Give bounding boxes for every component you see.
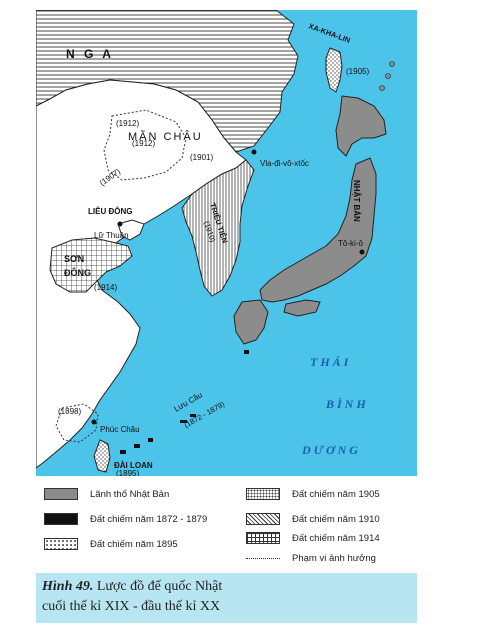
ryukyu-island-2 <box>134 444 140 448</box>
label-year-1912-a: (1912) <box>116 119 139 128</box>
legend-swatch-japan <box>44 488 78 500</box>
label-year-1898: (1898) <box>58 407 81 416</box>
legend-label-1914: Đất chiếm năm 1914 <box>292 532 380 544</box>
legend-swatch-1905 <box>246 488 280 500</box>
legend-item-japan: Lãnh thổ Nhật Bản <box>44 488 169 500</box>
label-year-1905: (1905) <box>346 67 369 76</box>
label-dai-loan: ĐÀI LOAN <box>114 461 153 470</box>
label-man-chau: MÃN CHÂU <box>128 130 203 143</box>
kuril-island-3 <box>379 85 385 91</box>
city-vladivostok <box>251 149 257 155</box>
label-year-1895: (1895) <box>116 469 139 476</box>
figure-caption: Hình 49. Lược đồ đế quốc Nhật cuối thế k… <box>36 573 417 623</box>
map-legend: Lãnh thổ Nhật Bản Đất chiếm năm 1872 - 1… <box>36 476 417 573</box>
label-vladivostok: Vla-đi-vô-xtốc <box>260 159 309 168</box>
taiwan-island <box>93 439 111 473</box>
caption-line-1: Hình 49. Lược đồ đế quốc Nhật <box>42 579 222 595</box>
influence-zone-manchuria <box>103 109 187 181</box>
legend-item-1910: Đất chiếm năm 1910 <box>246 513 380 525</box>
label-binh: B Ì N H <box>325 397 366 411</box>
ryukyu-island-6 <box>244 350 249 354</box>
caption-title-line-1: Lược đồ đế quốc Nhật <box>96 579 223 594</box>
sakhalin-south <box>325 47 343 93</box>
ryukyu-island-5 <box>190 414 196 417</box>
legend-swatch-1910 <box>246 513 280 525</box>
city-phuc-chau <box>91 419 97 425</box>
ryukyu-island-3 <box>148 438 153 442</box>
legend-item-1872: Đất chiếm năm 1872 - 1879 <box>44 513 207 525</box>
japan-shikoku <box>283 299 321 317</box>
kuril-island-1 <box>389 61 395 67</box>
legend-label-1905: Đất chiếm năm 1905 <box>292 488 380 500</box>
label-phuc-chau: Phúc Châu <box>100 425 140 434</box>
japan-kyushu <box>233 299 269 345</box>
legend-label-influence: Phạm vi ảnh hưởng <box>292 552 376 564</box>
legend-swatch-influence <box>246 552 280 564</box>
city-lu-thuan <box>117 221 123 227</box>
label-nga: N G A <box>66 47 114 61</box>
label-tokyo: Tô-ki-ô <box>338 239 363 248</box>
shandong-region <box>49 237 133 293</box>
label-lieu-dong: LIÊU ĐÔNG <box>88 207 132 216</box>
caption-title-line-2: cuối thế kỉ XIX - đầu thế kỉ XX <box>42 599 221 614</box>
label-year-1912-b: (1912) <box>132 139 155 148</box>
label-son-dong-2: ĐÔNG <box>64 267 91 278</box>
korea-region <box>181 159 255 297</box>
legend-item-1914: Đất chiếm năm 1914 <box>246 532 380 544</box>
legend-swatch-1872 <box>44 513 78 525</box>
label-year-1901: (1901) <box>190 153 213 162</box>
label-nhat-ban: NHẬT BẢN <box>352 180 361 222</box>
influence-zone-fujian <box>55 403 99 443</box>
japan-hokkaido <box>335 95 387 157</box>
label-son-dong-1: SƠN <box>64 254 84 264</box>
kuril-island-2 <box>385 73 391 79</box>
label-year-1914: (1914) <box>94 283 117 292</box>
legend-item-influence: Phạm vi ảnh hưởng <box>246 552 376 564</box>
caption-figure-number: Hình 49. <box>42 579 94 594</box>
liaodong-peninsula <box>117 219 145 241</box>
map: N G A XA-KHA-LIN (1905) (1912) (1912) MÃ… <box>36 10 417 476</box>
legend-label-1895: Đất chiếm năm 1895 <box>90 538 178 550</box>
legend-label-1872: Đất chiếm năm 1872 - 1879 <box>90 513 208 525</box>
city-tokyo <box>359 249 365 255</box>
legend-item-1895: Đất chiếm năm 1895 <box>44 538 178 550</box>
legend-label-1910: Đất chiếm năm 1910 <box>292 513 380 525</box>
label-thai: T H Á I <box>310 355 350 369</box>
legend-item-1905: Đất chiếm năm 1905 <box>246 488 380 500</box>
legend-swatch-1914 <box>246 532 280 544</box>
legend-swatch-1895 <box>44 538 78 550</box>
ryukyu-island-1 <box>120 450 126 454</box>
legend-label-japan: Lãnh thổ Nhật Bản <box>90 488 170 500</box>
ryukyu-island-4 <box>180 420 187 423</box>
japan-honshu <box>259 157 377 303</box>
label-duong: D Ư Ơ N G <box>301 443 358 457</box>
label-lu-thuan: Lữ Thuận <box>94 231 129 240</box>
caption-line-2: cuối thế kỉ XIX - đầu thế kỉ XX <box>42 599 220 615</box>
